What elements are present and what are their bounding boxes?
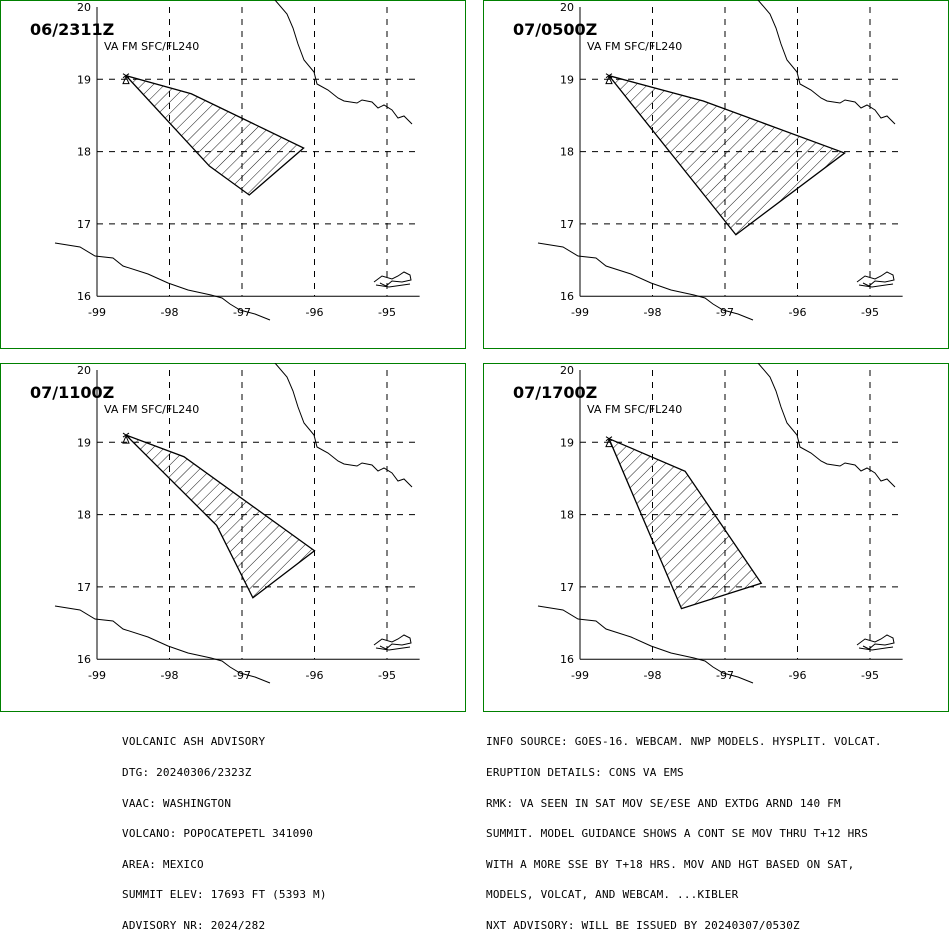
forecast-time-label: 07/0500Z xyxy=(513,20,597,39)
volcano-triangle-icon xyxy=(605,436,613,448)
advisory-line: NXT ADVISORY: WILL BE ISSUED BY 20240307… xyxy=(486,918,800,932)
lon-tick-label: -97 xyxy=(233,669,251,682)
lat-tick-label: 19 xyxy=(77,73,91,86)
volcano-triangle-icon xyxy=(122,73,130,85)
lon-tick-label: -96 xyxy=(789,669,807,682)
lon-tick-label: -95 xyxy=(861,306,879,319)
lon-tick-label: -99 xyxy=(571,306,589,319)
lon-tick-label: -98 xyxy=(644,306,662,319)
advisory-line: DTG: 20240306/2323Z xyxy=(122,766,252,779)
lat-tick-label: 20 xyxy=(77,364,91,377)
volcanic-ash-polygon xyxy=(123,74,305,196)
lat-tick-label: 20 xyxy=(560,364,574,377)
lon-tick-label: -96 xyxy=(306,669,324,682)
lon-tick-label: -97 xyxy=(716,306,734,319)
volcano-triangle-icon xyxy=(122,432,130,444)
forecast-time-label: 07/1100Z xyxy=(30,383,114,402)
advisory-line: VOLCANO: POPOCATEPETL 341090 xyxy=(122,827,314,841)
volcanic-ash-polygon xyxy=(125,434,316,599)
advisory-line: VOLCANIC ASH ADVISORY xyxy=(122,735,266,749)
lat-tick-label: 18 xyxy=(77,509,91,522)
lon-tick-label: -99 xyxy=(88,669,106,682)
lat-tick-label: 18 xyxy=(560,509,574,522)
lat-tick-label: 19 xyxy=(560,73,574,86)
advisory-line: RMK: VA SEEN IN SAT MOV SE/ESE AND EXTDG… xyxy=(486,796,841,810)
coastline xyxy=(54,363,413,684)
ash-layer-label: VA FM SFC/FL240 xyxy=(587,40,682,53)
volcanic-ash-polygon xyxy=(607,437,763,610)
lat-tick-label: 16 xyxy=(77,290,91,303)
lat-tick-label: 17 xyxy=(560,581,574,594)
advisory-line: ERUPTION DETAILS: CONS VA EMS xyxy=(486,766,684,779)
advisory-line: SUMMIT. MODEL GUIDANCE SHOWS A CONT SE M… xyxy=(486,827,869,841)
lat-tick-label: 20 xyxy=(77,1,91,14)
lat-tick-label: 17 xyxy=(77,218,91,231)
lon-tick-label: -97 xyxy=(233,306,251,319)
lon-tick-label: -99 xyxy=(571,669,589,682)
lat-tick-label: 18 xyxy=(77,146,91,159)
ash-layer-label: VA FM SFC/FL240 xyxy=(587,403,682,416)
lat-tick-label: 19 xyxy=(77,436,91,449)
lon-tick-label: -95 xyxy=(861,669,879,682)
lon-tick-label: -97 xyxy=(716,669,734,682)
lon-tick-label: -98 xyxy=(161,306,179,319)
lat-tick-label: 16 xyxy=(560,290,574,303)
advisory-line: MODELS, VOLCAT, AND WEBCAM. ...KIBLER xyxy=(486,888,739,902)
lat-tick-label: 16 xyxy=(77,653,91,666)
lat-tick-label: 16 xyxy=(560,653,574,666)
advisory-info-left: VOLCANIC ASH ADVISORY DTG: 20240306/2323… xyxy=(122,717,327,941)
coastline xyxy=(537,0,896,321)
lon-tick-label: -95 xyxy=(378,669,396,682)
lon-tick-label: -95 xyxy=(378,306,396,319)
advisory-line: AREA: MEXICO xyxy=(122,857,204,871)
advisory-info-right: INFO SOURCE: GOES-16. WEBCAM. NWP MODELS… xyxy=(486,717,882,941)
lat-tick-label: 20 xyxy=(560,1,574,14)
ash-layer-label: VA FM SFC/FL240 xyxy=(104,403,199,416)
advisory-line: VAAC: WASHINGTON xyxy=(122,796,232,810)
ash-layer-label: VA FM SFC/FL240 xyxy=(104,40,199,53)
volcanic-ash-polygon xyxy=(607,74,846,236)
forecast-time-label: 06/2311Z xyxy=(30,20,114,39)
lat-tick-label: 17 xyxy=(560,218,574,231)
lon-tick-label: -98 xyxy=(161,669,179,682)
coastline xyxy=(537,363,896,684)
advisory-line: SUMMIT ELEV: 17693 FT (5393 M) xyxy=(122,888,327,902)
lon-tick-label: -96 xyxy=(306,306,324,319)
lon-tick-label: -98 xyxy=(644,669,662,682)
advisory-line: ADVISORY NR: 2024/282 xyxy=(122,918,266,932)
advisory-line: WITH A MORE SSE BY T+18 HRS. MOV AND HGT… xyxy=(486,857,855,871)
lat-tick-label: 18 xyxy=(560,146,574,159)
lat-tick-label: 19 xyxy=(560,436,574,449)
coastline xyxy=(54,0,413,321)
forecast-time-label: 07/1700Z xyxy=(513,383,597,402)
lon-tick-label: -99 xyxy=(88,306,106,319)
volcano-triangle-icon xyxy=(605,73,613,85)
advisory-line: INFO SOURCE: GOES-16. WEBCAM. NWP MODELS… xyxy=(486,735,882,749)
lat-tick-label: 17 xyxy=(77,581,91,594)
lon-tick-label: -96 xyxy=(789,306,807,319)
